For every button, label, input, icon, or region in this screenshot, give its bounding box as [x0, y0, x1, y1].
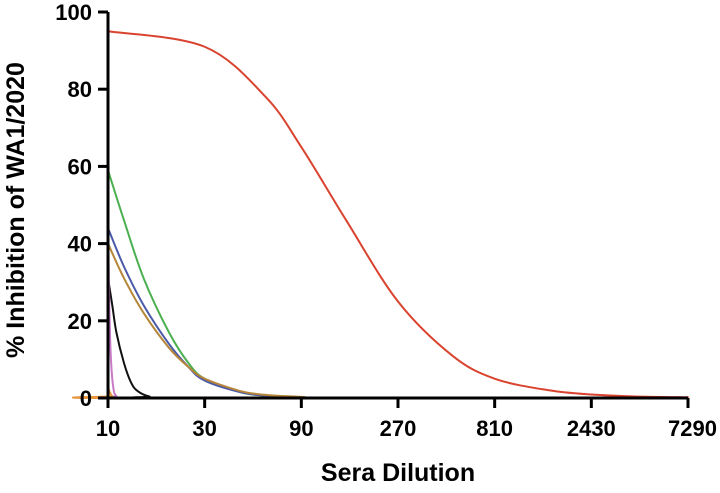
x-tick-label: 90: [289, 416, 313, 441]
x-tick-label: 30: [192, 416, 216, 441]
axis-layer: [106, 12, 688, 400]
y-tick-label: 60: [68, 154, 92, 179]
y-axis-title: % Inhibition of WA1/2020: [2, 62, 30, 358]
x-tick-label: 810: [476, 416, 513, 441]
series-line-5: [107, 277, 689, 400]
y-tick-label: 100: [55, 0, 92, 25]
y-tick-label: 40: [68, 232, 92, 257]
x-axis-title: Sera Dilution: [321, 459, 475, 487]
y-tick-label: 20: [68, 309, 92, 334]
x-tick-label: 270: [380, 416, 417, 441]
x-tick-label: 7290: [668, 416, 717, 441]
series-layer: [71, 30, 689, 400]
x-tick-label: 10: [96, 416, 120, 441]
tick-layer: 0 20 40 60 80 100 10 30 90 270 810 2430 7290: [55, 0, 717, 441]
series-line-1: [107, 30, 689, 399]
y-tick-label: 80: [68, 77, 92, 102]
y-tick-label: 0: [80, 386, 92, 411]
series-line-7: [71, 385, 689, 400]
x-tick-label: 2430: [567, 416, 616, 441]
series-line-6: [79, 196, 689, 400]
series-line-2: [107, 169, 689, 400]
